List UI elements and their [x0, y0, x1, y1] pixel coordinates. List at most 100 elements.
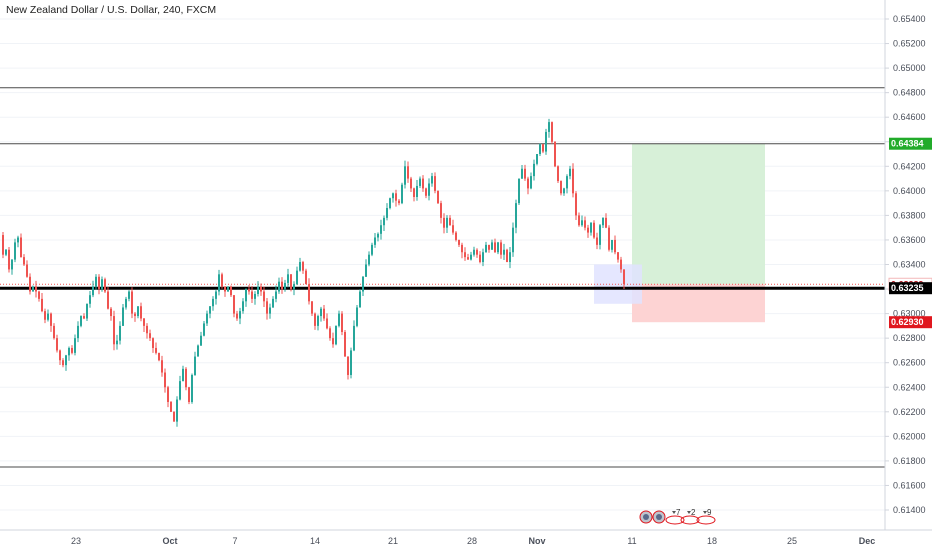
candle-body	[35, 286, 37, 292]
event-marker-ring[interactable]	[680, 515, 700, 525]
candle-body	[140, 306, 142, 319]
horizontal-levels[interactable]	[0, 87, 885, 468]
y-tick-label: 0.61400	[893, 505, 926, 515]
candle-body	[161, 360, 163, 373]
candle-body	[404, 166, 406, 185]
candle-body	[497, 242, 499, 253]
candle-body	[311, 301, 313, 314]
y-tick-label: 0.62400	[893, 382, 926, 392]
candle-body	[428, 183, 430, 196]
candle-body	[533, 163, 535, 177]
candle-body	[65, 355, 67, 366]
candle-body	[221, 274, 223, 287]
candle-body	[449, 217, 451, 226]
price-axis[interactable]: 0.654000.652000.650000.648000.646000.644…	[884, 0, 926, 530]
candle-body	[119, 325, 121, 341]
candle-body	[338, 313, 340, 326]
chart-title: New Zealand Dollar / U.S. Dollar, 240, F…	[6, 4, 217, 16]
economic-events[interactable]: 7 2 9	[639, 508, 716, 525]
candle-body	[620, 259, 622, 270]
candle-body	[158, 352, 160, 361]
candle-body	[71, 347, 73, 353]
candle-body	[131, 291, 133, 314]
candle-body	[389, 198, 391, 209]
candle-body	[137, 306, 139, 317]
candle-body	[92, 286, 94, 296]
y-tick-label: 0.65400	[893, 14, 926, 24]
candle-body	[293, 284, 295, 290]
candle-body	[170, 401, 172, 412]
event-marker-ring[interactable]	[696, 515, 716, 525]
candle-body	[518, 178, 520, 204]
candle-body	[32, 286, 34, 292]
candle-body	[614, 239, 616, 253]
candle-body	[437, 190, 439, 204]
candle-body	[482, 252, 484, 263]
candle-body	[524, 168, 526, 179]
candle-body	[134, 313, 136, 317]
event-marker-ring[interactable]	[665, 515, 685, 525]
candle-body	[305, 270, 307, 285]
candle-body	[77, 325, 79, 339]
candle-body	[452, 225, 454, 233]
candle-body	[299, 262, 301, 271]
candle-body	[20, 237, 22, 258]
candle-body	[431, 176, 433, 184]
candle-body	[419, 178, 421, 186]
candle-body	[593, 222, 595, 238]
candle-body	[2, 235, 4, 255]
event-count-label: 7	[676, 508, 681, 517]
candle-body	[29, 276, 31, 292]
candle-body	[239, 311, 241, 319]
candle-body	[581, 220, 583, 226]
time-axis[interactable]: 23 Oct 7 14 21 28 Nov 11 18 25 Dec	[0, 529, 932, 546]
candle-body	[197, 345, 199, 357]
candle-body	[233, 295, 235, 314]
candle-body	[383, 217, 385, 226]
candle-body	[608, 227, 610, 250]
candle-body	[545, 131, 547, 152]
candle-body	[128, 291, 130, 299]
candle-body	[206, 313, 208, 324]
candle-body	[254, 293, 256, 299]
candle-body	[101, 279, 103, 290]
candle-body	[353, 325, 355, 351]
candle-body	[479, 254, 481, 263]
candle-body	[341, 313, 343, 333]
candle-body	[440, 203, 442, 218]
x-tick-label: Oct	[162, 536, 177, 546]
event-count-label: 9	[707, 508, 712, 517]
candle-body	[41, 298, 43, 312]
candle-body	[386, 208, 388, 218]
candle-body	[551, 122, 553, 142]
candle-body	[5, 249, 7, 255]
candle-body	[422, 178, 424, 189]
candle-body	[23, 257, 25, 265]
candle-body	[377, 233, 379, 238]
hourglass-icon	[703, 511, 707, 514]
candle-body	[563, 188, 565, 194]
x-tick-label: 14	[310, 536, 320, 546]
candle-body	[83, 316, 85, 319]
candle-body	[56, 338, 58, 351]
candle-body	[458, 239, 460, 245]
candle-body	[263, 291, 265, 302]
candle-body	[521, 168, 523, 179]
candle-body	[272, 298, 274, 308]
candle-body	[86, 303, 88, 319]
price-tag-label: 0.63235	[891, 283, 924, 293]
candle-body	[53, 325, 55, 339]
candle-body	[365, 264, 367, 277]
candle-body	[104, 279, 106, 292]
candle-body	[98, 276, 100, 290]
candle-body	[599, 225, 601, 245]
candle-body	[476, 249, 478, 255]
candle-body	[335, 325, 337, 345]
y-tick-label: 0.63400	[893, 260, 926, 270]
loss-zone	[632, 284, 765, 323]
candle-body	[248, 289, 250, 292]
candle-body	[566, 176, 568, 189]
x-tick-label: 25	[787, 536, 797, 546]
candle-body	[500, 242, 502, 255]
